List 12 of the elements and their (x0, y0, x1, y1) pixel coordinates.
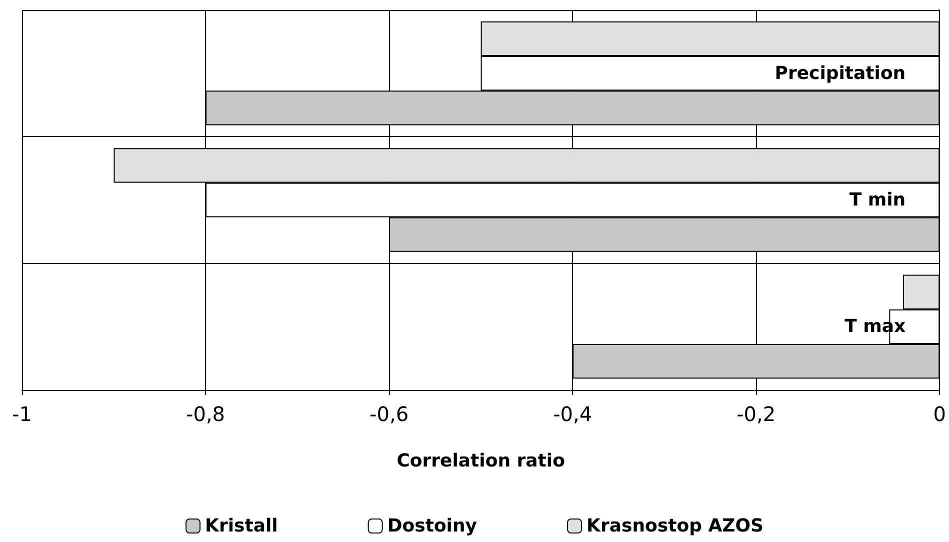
x-tick-label: -0,6 (370, 402, 409, 426)
legend-label: Krasnostop AZOS (586, 516, 764, 536)
x-tick-label: -0,4 (553, 402, 592, 426)
x-axis-title: Correlation ratio (396, 450, 565, 472)
legend-label: Kristall (205, 516, 278, 536)
x-tick-label: -0,2 (736, 402, 776, 426)
y-tick-label: Precipitation (774, 62, 906, 84)
x-tick-label: -0,8 (186, 402, 226, 426)
y-tick-label: T min (849, 190, 906, 210)
x-tick-label: -1 (12, 402, 32, 426)
x-tick-label: 0 (933, 402, 946, 426)
legend-label: Dostoiny (387, 516, 478, 536)
